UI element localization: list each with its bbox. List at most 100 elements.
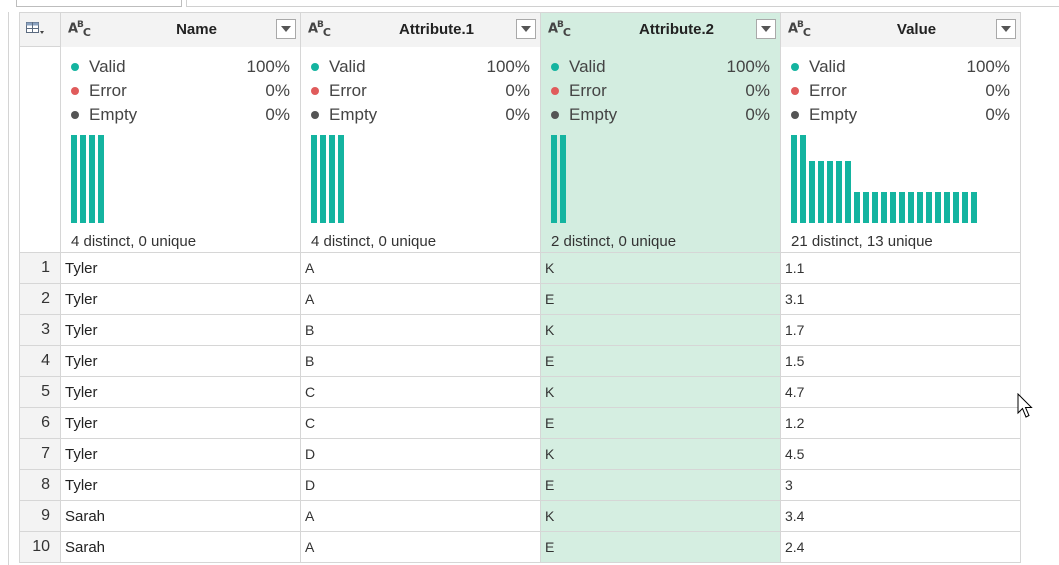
cell-attr2[interactable]: K (540, 376, 781, 408)
histogram-bar[interactable] (872, 191, 878, 223)
cell-value[interactable]: 3.1 (780, 283, 1021, 315)
histogram-bar[interactable] (89, 134, 95, 223)
row-number[interactable]: 4 (19, 345, 61, 377)
histogram-bar[interactable] (320, 134, 326, 223)
cell-attr1[interactable]: D (300, 438, 541, 470)
abc-text-type-icon[interactable]: ABC (67, 20, 91, 39)
histogram-bar[interactable] (890, 191, 896, 223)
histogram-bar[interactable] (926, 191, 932, 223)
cell-value[interactable]: 1.7 (780, 314, 1021, 346)
cell-value[interactable]: 4.5 (780, 438, 1021, 470)
histogram-bar[interactable] (551, 134, 557, 223)
histogram-bar[interactable] (935, 191, 941, 223)
cell-value[interactable]: 1.2 (780, 407, 1021, 439)
histogram-bar[interactable] (962, 191, 968, 223)
histogram-bar[interactable] (827, 160, 833, 223)
cell-attr2[interactable]: E (540, 407, 781, 439)
cell-attr1[interactable]: A (300, 252, 541, 284)
row-number[interactable]: 1 (19, 252, 61, 284)
cell-attr2[interactable]: E (540, 531, 781, 563)
cell-name[interactable]: Tyler (60, 376, 301, 408)
cell-name[interactable]: Sarah (60, 531, 301, 563)
row-number[interactable]: 2 (19, 283, 61, 315)
row-number[interactable]: 9 (19, 500, 61, 532)
histogram-bar[interactable] (863, 191, 869, 223)
row-number[interactable]: 3 (19, 314, 61, 346)
distinct-count-label: 2 distinct, 0 unique (551, 233, 677, 250)
cell-value[interactable]: 4.7 (780, 376, 1021, 408)
histogram-bar[interactable] (338, 134, 344, 223)
cell-attr1[interactable]: B (300, 345, 541, 377)
cell-attr1[interactable]: A (300, 283, 541, 315)
column-filter-dropdown[interactable] (996, 19, 1016, 39)
histogram-bar[interactable] (71, 134, 77, 223)
histogram-bar[interactable] (953, 191, 959, 223)
cell-name[interactable]: Tyler (60, 252, 301, 284)
histogram-bar[interactable] (908, 191, 914, 223)
cell-attr1[interactable]: C (300, 407, 541, 439)
column-header-attribute-1[interactable]: ABC Attribute.1 (300, 12, 541, 51)
histogram-bar[interactable] (944, 191, 950, 223)
cell-value[interactable]: 3.4 (780, 500, 1021, 532)
histogram-bar[interactable] (791, 134, 797, 223)
cell-attr2[interactable]: K (540, 314, 781, 346)
column-filter-dropdown[interactable] (276, 19, 296, 39)
abc-text-type-icon[interactable]: ABC (307, 20, 331, 39)
cell-name[interactable]: Tyler (60, 314, 301, 346)
cell-attr1[interactable]: A (300, 531, 541, 563)
cell-value[interactable]: 3 (780, 469, 1021, 501)
cell-value[interactable]: 2.4 (780, 531, 1021, 563)
column-filter-dropdown[interactable] (756, 19, 776, 39)
histogram-bar[interactable] (80, 134, 86, 223)
formula-bar[interactable] (186, 0, 1059, 7)
cell-value[interactable]: 1.1 (780, 252, 1021, 284)
column-filter-dropdown[interactable] (516, 19, 536, 39)
cell-attr2[interactable]: K (540, 500, 781, 532)
column-header-value[interactable]: ABC Value (780, 12, 1021, 51)
cell-attr2[interactable]: E (540, 283, 781, 315)
row-number[interactable]: 6 (19, 407, 61, 439)
cell-attr2[interactable]: E (540, 469, 781, 501)
cell-attr2[interactable]: K (540, 252, 781, 284)
cell-attr2[interactable]: K (540, 438, 781, 470)
histogram-bar[interactable] (809, 160, 815, 223)
cell-name[interactable]: Sarah (60, 500, 301, 532)
histogram-bar[interactable] (98, 134, 104, 223)
cell-attr1[interactable]: D (300, 469, 541, 501)
column-name: Attribute.1 (399, 21, 474, 38)
cell-name[interactable]: Tyler (60, 407, 301, 439)
column-header-attribute-2[interactable]: ABC Attribute.2 (540, 12, 781, 51)
histogram-bar[interactable] (917, 191, 923, 223)
cell-attr1[interactable]: B (300, 314, 541, 346)
cell-name[interactable]: Tyler (60, 283, 301, 315)
histogram-bar[interactable] (311, 134, 317, 223)
table-menu-button[interactable] (19, 12, 61, 47)
cell-name[interactable]: Tyler (60, 438, 301, 470)
row-number[interactable]: 8 (19, 469, 61, 501)
cell-name[interactable]: Tyler (60, 345, 301, 377)
histogram-bar[interactable] (800, 134, 806, 223)
abc-text-type-icon[interactable]: ABC (787, 20, 811, 39)
query-name-box[interactable] (16, 0, 182, 7)
row-number[interactable]: 7 (19, 438, 61, 470)
histogram-bar[interactable] (836, 160, 842, 223)
histogram-bar[interactable] (560, 134, 566, 223)
cell-attr1[interactable]: A (300, 500, 541, 532)
cell-attr1[interactable]: C (300, 376, 541, 408)
histogram-bar[interactable] (329, 134, 335, 223)
histogram-bar[interactable] (854, 191, 860, 223)
cell-name[interactable]: Tyler (60, 469, 301, 501)
column-header-name[interactable]: ABC Name (60, 12, 301, 51)
histogram-bar[interactable] (818, 160, 824, 223)
histogram-bar[interactable] (899, 191, 905, 223)
histogram-bar[interactable] (971, 191, 977, 223)
cell-value[interactable]: 1.5 (780, 345, 1021, 377)
histogram-bar[interactable] (845, 160, 851, 223)
row-number[interactable]: 5 (19, 376, 61, 408)
cell-attr2[interactable]: E (540, 345, 781, 377)
abc-text-type-icon[interactable]: ABC (547, 20, 571, 39)
distinct-count-label: 4 distinct, 0 unique (311, 233, 437, 250)
histogram-bar[interactable] (881, 191, 887, 223)
row-number[interactable]: 10 (19, 531, 61, 563)
quality-label: Error (809, 80, 847, 100)
